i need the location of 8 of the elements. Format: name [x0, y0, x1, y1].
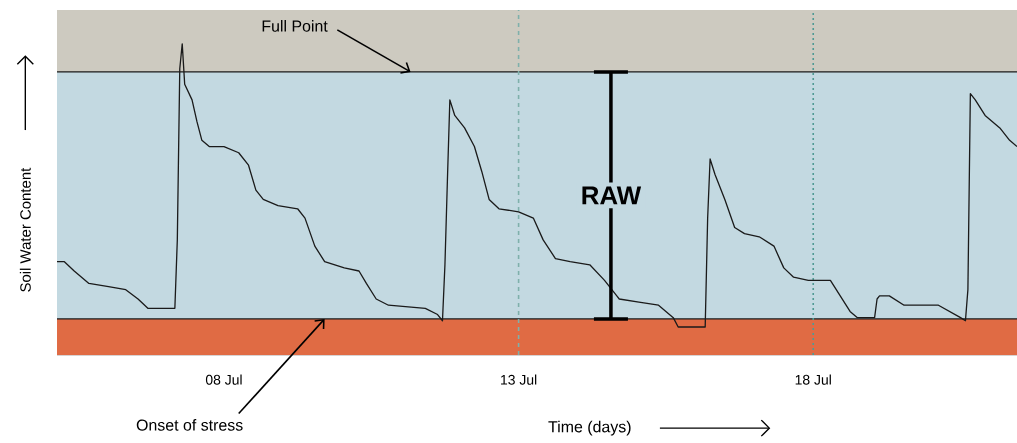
x-axis-title: Time (days): [548, 420, 631, 436]
annotation: Full Point: [262, 20, 328, 32]
x-tick-label: 08 Jul: [205, 374, 242, 385]
x-tick-label: 18 Jul: [795, 374, 831, 385]
band-label: RAW: [582, 186, 642, 205]
x-tick-label: 13 Jul: [501, 374, 537, 385]
annotation: Onset of stress: [136, 419, 243, 431]
y-axis-title: Soil Water Content: [19, 167, 31, 292]
